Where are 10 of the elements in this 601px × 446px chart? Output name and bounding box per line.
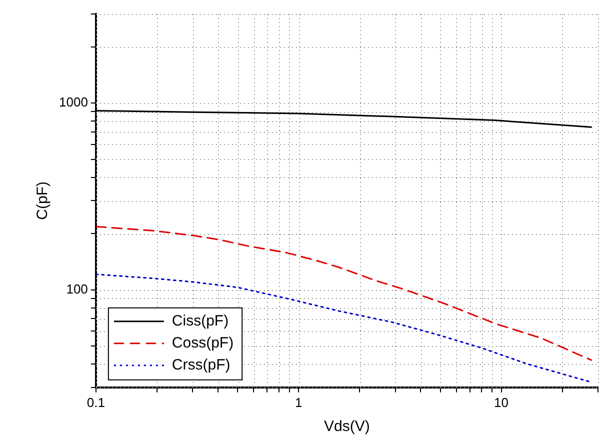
x-tick-label: 0.1	[86, 394, 105, 410]
legend-label: Crss(pF)	[172, 356, 230, 374]
legend-label: Ciss(pF)	[172, 312, 229, 330]
x-tick-label: 10	[494, 394, 509, 410]
y-tick-label: 100	[66, 281, 88, 296]
legend-label: Coss(pF)	[172, 334, 234, 352]
y-axis-title: C(pF)	[34, 182, 52, 220]
x-tick-label: 1	[294, 394, 302, 410]
y-tick-label: 1000	[59, 94, 88, 110]
x-axis-title: Vds(V)	[324, 418, 370, 436]
